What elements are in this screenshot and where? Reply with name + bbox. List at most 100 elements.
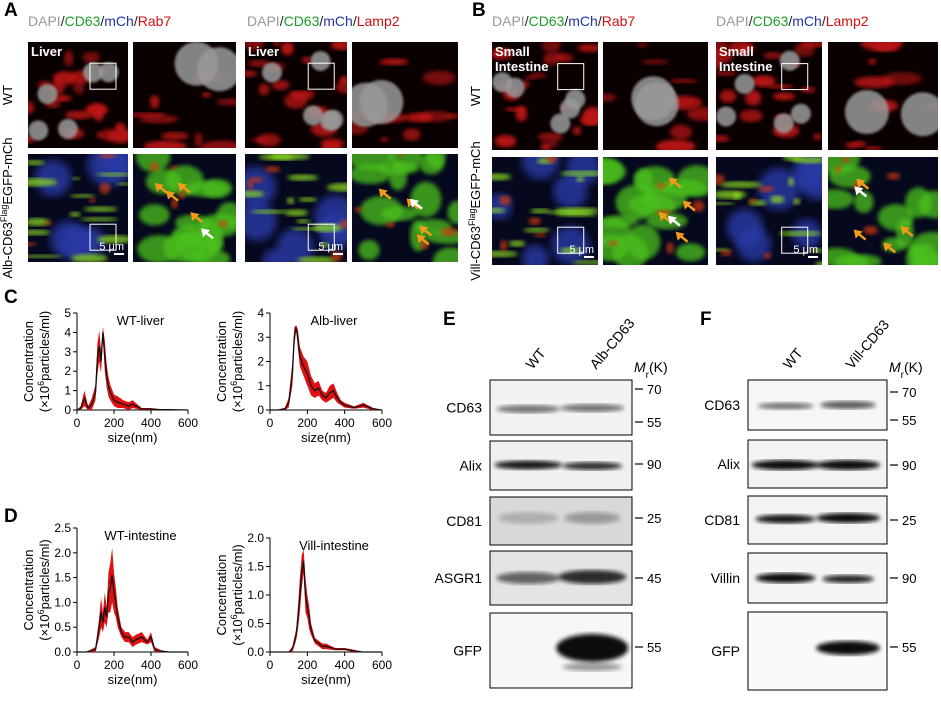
red-signal (739, 109, 763, 123)
blot-band (816, 460, 881, 470)
green-signal (555, 213, 598, 217)
panel-label: A (4, 0, 18, 21)
red-signal (170, 165, 178, 170)
scale-bar-label: 5 μm (569, 244, 594, 256)
mean-line (270, 327, 383, 411)
arrow-head (667, 215, 677, 225)
green-signal (492, 173, 512, 181)
micrograph-content (603, 157, 708, 265)
inset-box (307, 223, 335, 251)
arrow-head (883, 242, 893, 252)
green-signal (291, 227, 325, 231)
green-signal (769, 195, 785, 204)
red-signal (149, 95, 160, 109)
inset-box (781, 226, 809, 254)
micrograph-content (28, 42, 128, 148)
green-signal (626, 224, 661, 260)
red-signal (716, 49, 733, 64)
green-signal (326, 182, 347, 192)
inset-box (307, 62, 335, 90)
mw-marker-label: 70 (647, 382, 661, 397)
y-axis-label-part: (×10 (37, 614, 52, 640)
blot-band (755, 573, 816, 583)
row-label-part: Vill-CD63 (468, 226, 483, 281)
mean-line (270, 560, 382, 653)
red-signal (44, 220, 52, 226)
channel-header: DAPI/CD63/mCh/Lamp2 (716, 13, 869, 29)
x-axis-label: size(nm) (301, 430, 351, 445)
nucleus (565, 89, 586, 110)
row-label: WT (0, 85, 15, 105)
channel-name: CD63 (529, 13, 565, 29)
red-signal (98, 154, 117, 159)
y-tick-label: 0 (257, 403, 264, 417)
error-band (77, 326, 188, 410)
red-signal (440, 227, 458, 237)
blot-band (564, 512, 621, 524)
micrograph (492, 157, 598, 265)
y-axis-label-part: (×10 (37, 386, 52, 412)
green-signal (782, 157, 803, 161)
micrograph-content (828, 157, 938, 265)
red-signal (744, 90, 762, 106)
red-signal (194, 132, 203, 148)
green-signal (810, 248, 822, 253)
nucleus (550, 113, 571, 134)
mw-marker-label: 25 (647, 511, 661, 526)
tissue-label: Small (719, 44, 754, 59)
nucleus (790, 103, 811, 124)
y-axis-label: Concentration (214, 555, 229, 636)
row-label-part: WT (0, 85, 15, 105)
red-signal (499, 195, 512, 206)
error-band (270, 325, 382, 410)
mw-header-part: (K) (904, 359, 923, 375)
red-signal (87, 102, 107, 118)
red-signal (772, 92, 796, 101)
tissue-label: Small (495, 44, 530, 59)
nucleus (98, 62, 119, 83)
y-tick-label: 4 (257, 306, 264, 320)
x-tick-label: 200 (104, 658, 124, 672)
red-signal (402, 128, 421, 141)
red-signal (758, 186, 774, 193)
plot-title: Alb-liver (311, 313, 359, 328)
channel-name: / (319, 13, 323, 29)
red-signal (417, 110, 452, 123)
micrograph-content (133, 42, 236, 148)
red-signal (528, 217, 542, 226)
y-tick-label: 1.0 (54, 595, 71, 609)
red-signal (739, 46, 749, 56)
blot-band (820, 401, 877, 409)
green-signal (492, 207, 506, 214)
x-tick-label: 600 (372, 658, 392, 672)
green-signal (530, 208, 551, 214)
arrow-head (854, 186, 864, 196)
green-signal (560, 247, 582, 254)
green-signal (296, 218, 311, 224)
nucleus (359, 79, 404, 124)
nucleus (87, 154, 128, 187)
micrograph (28, 154, 128, 262)
red-signal (178, 190, 186, 200)
red-signal (160, 131, 189, 141)
red-signal (63, 50, 74, 67)
micrograph (133, 154, 236, 262)
channel-name: / (280, 13, 284, 29)
x-tick-label: 0 (74, 658, 81, 672)
red-signal (608, 240, 619, 247)
mw-marker-label: 45 (647, 571, 661, 586)
micrograph (492, 42, 598, 150)
blot-band (560, 404, 625, 412)
row-label-part: Alb-CD63 (0, 222, 15, 278)
y-tick-label: 0.5 (54, 620, 71, 634)
mw-header-part: (K) (649, 359, 668, 375)
x-tick-label: 400 (335, 658, 355, 672)
red-signal (864, 146, 883, 150)
green-signal (70, 253, 108, 262)
micrograph (828, 157, 938, 265)
inset-box (89, 223, 117, 251)
arrow-head (853, 229, 863, 239)
red-signal (379, 58, 409, 66)
red-signal (385, 221, 395, 228)
green-signal (28, 229, 51, 236)
